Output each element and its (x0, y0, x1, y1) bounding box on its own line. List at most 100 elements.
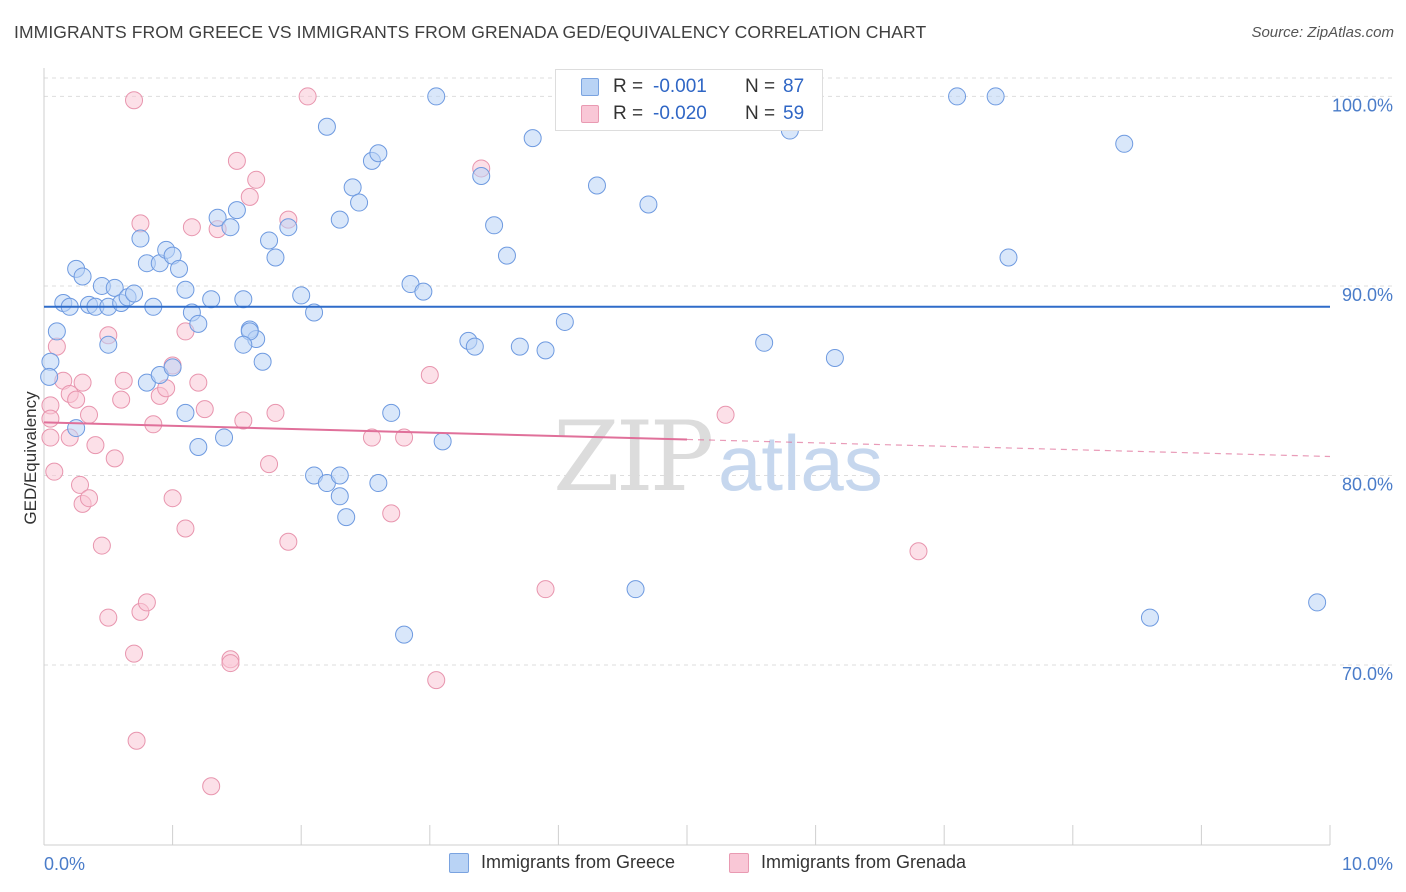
x-tick-min: 0.0% (44, 854, 85, 874)
grenada-point (182, 218, 201, 237)
greece-point (266, 248, 285, 267)
source-label: Source: ZipAtlas.com (1251, 24, 1394, 41)
grenada-point (420, 366, 439, 385)
legend-r-label: R = (613, 103, 644, 124)
grenada-point (131, 214, 150, 233)
greece-point (208, 208, 227, 227)
grenada-point (362, 428, 381, 447)
greece-point (986, 87, 1005, 106)
greece-point (292, 286, 311, 305)
greece-point (279, 218, 298, 237)
grenada-point (382, 504, 401, 523)
greece-point (497, 246, 516, 265)
watermark: ZIP atlas (553, 401, 883, 513)
greece-n-value: 87 (783, 76, 805, 97)
y-tick-labels: 70.0% 80.0% 90.0% 100.0% (1332, 95, 1393, 684)
greece-point (125, 284, 144, 303)
grenada-points (41, 87, 928, 796)
greece-point (382, 403, 401, 422)
greece-point (105, 278, 124, 297)
grenada-point (67, 390, 86, 409)
greece-point (343, 178, 362, 197)
legend-n-label: N = (745, 76, 776, 97)
greece-point (755, 333, 774, 352)
x-tick-max: 10.0% (1342, 854, 1393, 874)
greece-point (555, 312, 574, 331)
grenada-trend-extension (686, 438, 1331, 458)
greece-point (948, 87, 967, 106)
greece-point (395, 625, 414, 644)
greece-point (227, 201, 246, 220)
greece-point (176, 403, 195, 422)
grenada-point (266, 403, 285, 422)
legend-n-label: N = (745, 103, 776, 124)
greece-point (99, 335, 118, 354)
grenada-point (86, 436, 105, 455)
greece-point (510, 337, 529, 356)
greece-point (131, 229, 150, 248)
greece-point (73, 267, 92, 286)
grenada-point (536, 580, 555, 599)
greece-r-value: -0.001 (653, 76, 707, 97)
greece-point (170, 259, 189, 278)
greece-point (189, 438, 208, 457)
grenada-point (125, 644, 144, 663)
greece-point (189, 314, 208, 333)
greece-point (41, 352, 60, 371)
grenada-trend-line (43, 421, 688, 441)
grenada-point (41, 428, 60, 447)
greece-point (234, 335, 253, 354)
grenada-point (137, 593, 156, 612)
stats-legend: R = -0.001 N = 87 R = -0.020 N = 59 (555, 69, 823, 131)
y-axis-label: GED/Equivalency (21, 391, 40, 525)
greece-point (465, 337, 484, 356)
bottom-legend-grenada: Immigrants from Grenada (729, 852, 966, 873)
watermark-zip: ZIP (553, 401, 712, 513)
greece-point (317, 117, 336, 136)
greece-point (485, 216, 504, 235)
grenada-point (80, 405, 99, 424)
grenada-point (427, 671, 446, 690)
greece-point (260, 231, 279, 250)
greece-point (176, 280, 195, 299)
greece-point (825, 348, 844, 367)
greece-swatch (581, 78, 599, 96)
greece-point (414, 282, 433, 301)
watermark-atlas: atlas (718, 419, 883, 507)
greece-point (369, 144, 388, 163)
grid-lines (44, 77, 1393, 666)
grenada-r-value: -0.020 (653, 103, 707, 124)
grenada-point (202, 777, 221, 796)
greece-point (47, 322, 66, 341)
grenada-point (221, 654, 240, 673)
y-tick-label: 80.0% (1342, 474, 1393, 494)
grenada-point (176, 519, 195, 538)
grenada-point (227, 151, 246, 170)
greece-point (1115, 134, 1134, 153)
grenada-point (99, 608, 118, 627)
grenada-point (247, 170, 266, 189)
grenada-point (125, 91, 144, 110)
greece-point (1140, 608, 1159, 627)
greece-point (215, 428, 234, 447)
y-tick-label: 90.0% (1342, 285, 1393, 305)
greece-point (234, 290, 253, 309)
greece-point (202, 290, 221, 309)
bottom-legend-greece: Immigrants from Greece (449, 852, 675, 873)
greece-point (330, 210, 349, 229)
y-tick-label: 100.0% (1332, 95, 1393, 115)
axes (43, 68, 1331, 846)
legend-row-grenada: R = -0.020 N = 59 (556, 101, 875, 127)
greece-point (350, 193, 369, 212)
legend-r-label: R = (613, 76, 644, 97)
grenada-point (163, 489, 182, 508)
greece-point (163, 358, 182, 377)
grenada-point (260, 455, 279, 474)
greece-point (999, 248, 1018, 267)
greece-point (472, 167, 491, 186)
greece-point (337, 508, 356, 527)
greece-point (221, 218, 240, 237)
greece-point (305, 303, 324, 322)
greece-point (1308, 593, 1327, 612)
